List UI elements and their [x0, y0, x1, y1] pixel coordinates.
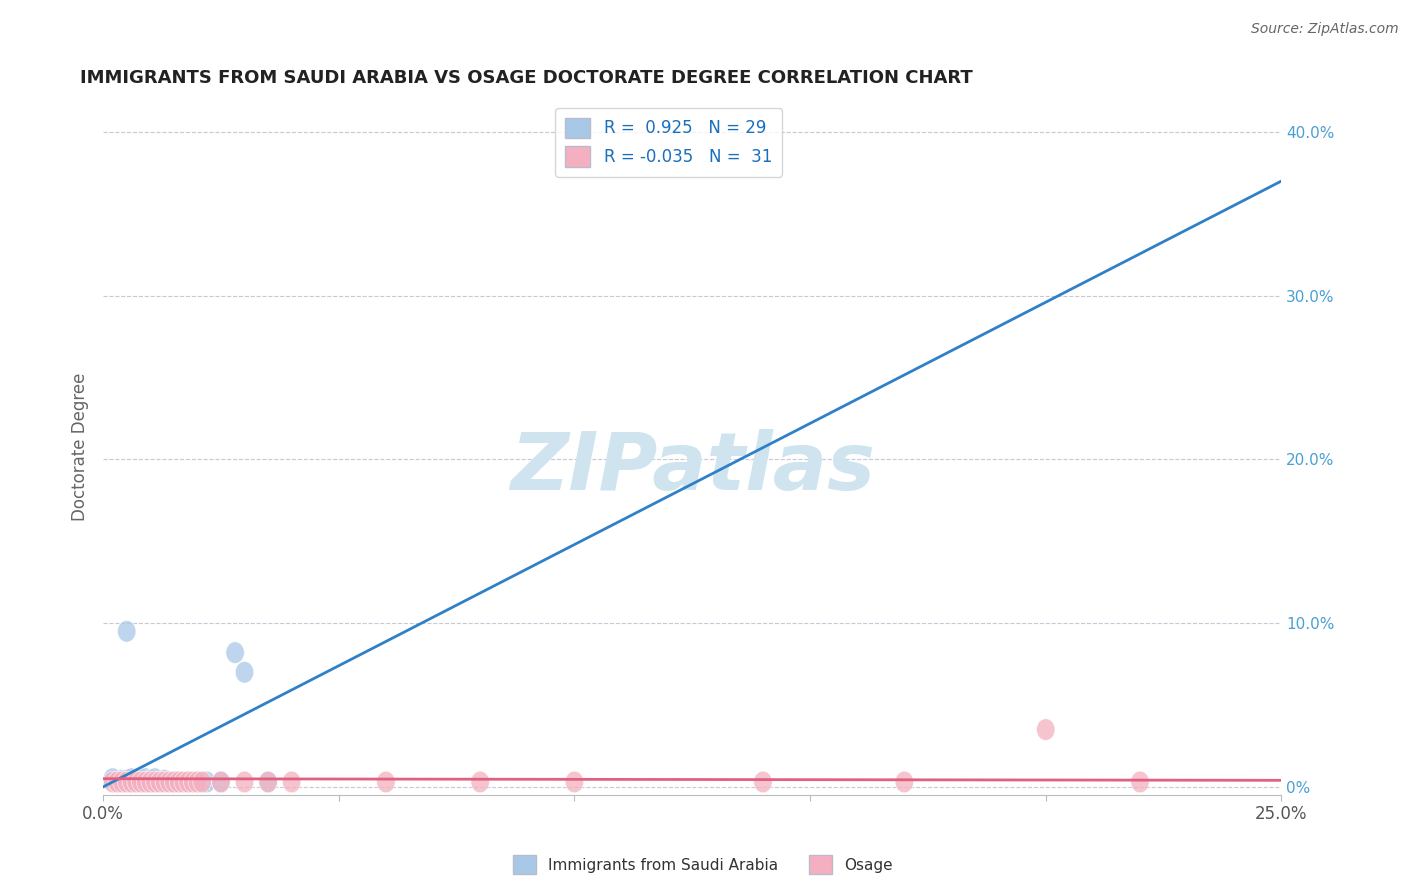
Ellipse shape	[108, 772, 127, 793]
Ellipse shape	[132, 772, 150, 793]
Ellipse shape	[155, 770, 173, 791]
Ellipse shape	[112, 772, 131, 793]
Ellipse shape	[896, 772, 914, 793]
Ellipse shape	[150, 772, 169, 793]
Ellipse shape	[136, 772, 155, 793]
Ellipse shape	[169, 772, 188, 793]
Ellipse shape	[112, 770, 131, 791]
Ellipse shape	[132, 770, 150, 791]
Ellipse shape	[235, 662, 253, 683]
Text: Source: ZipAtlas.com: Source: ZipAtlas.com	[1251, 22, 1399, 37]
Ellipse shape	[169, 772, 188, 793]
Ellipse shape	[146, 768, 165, 789]
Ellipse shape	[118, 621, 136, 642]
Ellipse shape	[235, 772, 253, 793]
Ellipse shape	[103, 768, 122, 789]
Ellipse shape	[754, 772, 772, 793]
Ellipse shape	[108, 772, 127, 793]
Ellipse shape	[212, 772, 231, 793]
Ellipse shape	[160, 772, 179, 793]
Ellipse shape	[122, 772, 141, 793]
Ellipse shape	[160, 772, 179, 793]
Legend: R =  0.925   N = 29, R = -0.035   N =  31: R = 0.925 N = 29, R = -0.035 N = 31	[555, 108, 782, 177]
Ellipse shape	[122, 772, 141, 793]
Ellipse shape	[565, 772, 583, 793]
Text: ZIPatlas: ZIPatlas	[510, 429, 875, 507]
Ellipse shape	[127, 772, 145, 793]
Ellipse shape	[136, 768, 155, 789]
Ellipse shape	[141, 772, 159, 793]
Ellipse shape	[118, 772, 136, 793]
Legend: Immigrants from Saudi Arabia, Osage: Immigrants from Saudi Arabia, Osage	[508, 849, 898, 880]
Ellipse shape	[212, 772, 231, 793]
Ellipse shape	[1130, 772, 1149, 793]
Ellipse shape	[1036, 719, 1054, 740]
Ellipse shape	[150, 772, 169, 793]
Ellipse shape	[127, 772, 145, 793]
Ellipse shape	[118, 770, 136, 791]
Ellipse shape	[283, 772, 301, 793]
Ellipse shape	[141, 772, 159, 793]
Ellipse shape	[165, 772, 183, 793]
Ellipse shape	[165, 772, 183, 793]
Ellipse shape	[377, 772, 395, 793]
Ellipse shape	[155, 772, 173, 793]
Ellipse shape	[179, 772, 197, 793]
Ellipse shape	[188, 772, 207, 793]
Ellipse shape	[198, 772, 217, 793]
Ellipse shape	[174, 772, 193, 793]
Ellipse shape	[103, 772, 122, 793]
Y-axis label: Doctorate Degree: Doctorate Degree	[72, 373, 89, 521]
Text: IMMIGRANTS FROM SAUDI ARABIA VS OSAGE DOCTORATE DEGREE CORRELATION CHART: IMMIGRANTS FROM SAUDI ARABIA VS OSAGE DO…	[80, 69, 973, 87]
Ellipse shape	[193, 772, 211, 793]
Ellipse shape	[259, 772, 277, 793]
Ellipse shape	[179, 772, 197, 793]
Ellipse shape	[136, 772, 155, 793]
Ellipse shape	[188, 772, 207, 793]
Ellipse shape	[259, 772, 277, 793]
Ellipse shape	[141, 770, 159, 791]
Ellipse shape	[146, 772, 165, 793]
Ellipse shape	[122, 768, 141, 789]
Ellipse shape	[132, 772, 150, 793]
Ellipse shape	[183, 772, 202, 793]
Ellipse shape	[118, 772, 136, 793]
Ellipse shape	[127, 770, 145, 791]
Ellipse shape	[471, 772, 489, 793]
Ellipse shape	[226, 642, 245, 664]
